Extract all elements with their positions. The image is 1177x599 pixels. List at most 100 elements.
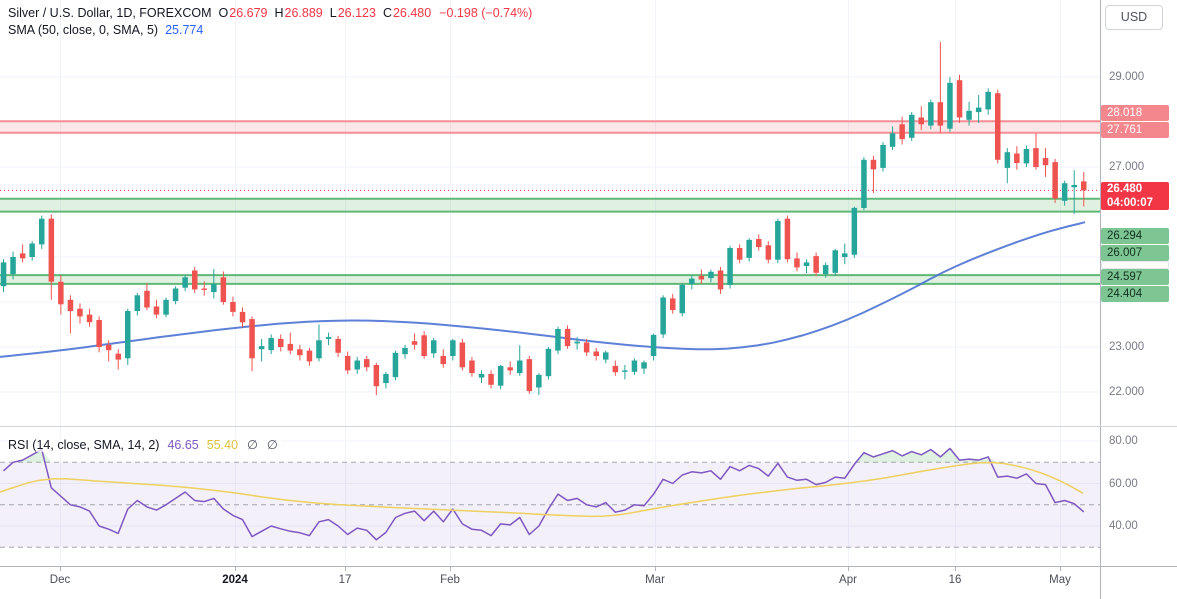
candle	[593, 351, 599, 356]
price-tick-label: 29.000	[1109, 71, 1145, 83]
candle	[880, 145, 886, 168]
time-label-mar: Mar	[645, 574, 665, 586]
candle	[440, 356, 446, 365]
candle	[469, 360, 475, 374]
candle	[182, 277, 188, 288]
ohlc-val-l: 26.123	[337, 6, 376, 20]
candle	[870, 159, 877, 170]
candle	[1023, 149, 1030, 164]
ohlc-val-o: 26.679	[229, 6, 268, 20]
candle	[526, 359, 533, 392]
candle	[77, 308, 83, 317]
candle	[746, 239, 752, 258]
rsi-legend[interactable]: RSI (14, close, SMA, 14, 2) 46.65 55.40 ∅ ∅	[8, 437, 281, 452]
last-price-label: 26.480 04:00:07	[1101, 182, 1169, 210]
ohlc-key-o: O	[218, 6, 229, 20]
candle	[1052, 162, 1058, 199]
rsi-tick-label: 40.00	[1109, 520, 1138, 532]
candle	[564, 329, 571, 347]
rsi-ma-value: 55.40	[206, 438, 239, 452]
candle	[689, 278, 695, 284]
time-label-2024: 2024	[222, 574, 248, 586]
candle	[411, 341, 418, 345]
time-label-dec: Dec	[49, 574, 71, 586]
candle	[268, 338, 274, 351]
ohlc-val-h: 26.889	[284, 6, 323, 20]
support-level-label: 26.007	[1101, 245, 1169, 261]
candle	[736, 248, 743, 260]
candle	[641, 362, 647, 369]
candle	[832, 250, 838, 273]
candle	[995, 93, 1001, 160]
candle	[975, 107, 982, 113]
candle	[889, 133, 896, 147]
pane-separator[interactable]	[0, 426, 1177, 427]
time-tick	[235, 567, 236, 571]
candle	[756, 239, 762, 248]
candle	[392, 352, 399, 378]
candle	[851, 207, 858, 255]
partially-hidden-label	[1101, 261, 1169, 269]
currency-button[interactable]: USD	[1105, 5, 1163, 30]
time-tick	[450, 567, 451, 571]
resistance-level-label: 27.761	[1101, 122, 1169, 138]
candle	[19, 253, 26, 259]
rsi-empty-value-2: ∅	[266, 438, 278, 452]
candle	[163, 299, 169, 315]
candle	[239, 311, 246, 323]
candle	[717, 270, 724, 290]
sma-legend[interactable]: SMA (50, close, 0, SMA, 5) 25.774	[8, 23, 203, 37]
time-tick	[345, 567, 346, 571]
candle	[956, 80, 963, 118]
candle	[679, 284, 685, 314]
candle	[316, 340, 322, 359]
support-level-label: 26.294	[1101, 228, 1169, 244]
candle	[258, 346, 265, 350]
candle	[765, 245, 772, 260]
candle	[335, 338, 341, 353]
time-tick	[848, 567, 849, 571]
candle	[297, 349, 303, 356]
candle	[153, 306, 160, 315]
time-axis[interactable]: Dec 2024 17 Feb Mar Apr 16 May	[0, 566, 1177, 599]
price-scale[interactable]: USD 29.000 27.000 23.000 22.000 80.00 60.00 40…	[1100, 0, 1177, 566]
support-zone-lower-fill	[0, 275, 1100, 284]
candle	[1081, 181, 1087, 191]
sma-value: 25.774	[165, 23, 204, 37]
time-tick	[655, 567, 656, 571]
candle	[220, 277, 227, 303]
time-label-16: 16	[948, 574, 962, 586]
candle	[383, 374, 389, 383]
candle	[115, 353, 121, 360]
candle	[58, 281, 64, 305]
candle	[698, 275, 705, 280]
candle	[784, 218, 791, 260]
candle	[39, 218, 45, 245]
candle	[985, 91, 991, 110]
ohlc-key-c: C	[382, 6, 392, 20]
candle	[622, 370, 628, 372]
candle	[555, 329, 561, 351]
candle	[125, 311, 131, 359]
symbol-title: Silver / U.S. Dollar, 1D, FOREXCOM	[8, 6, 212, 20]
time-label-apr: Apr	[839, 574, 857, 586]
candle	[507, 367, 513, 371]
price-tick-label: 27.000	[1109, 161, 1145, 173]
candle	[306, 350, 313, 362]
candle	[96, 320, 102, 347]
candle	[536, 374, 542, 388]
candle	[373, 365, 380, 387]
symbol-legend[interactable]: Silver / U.S. Dollar, 1D, FOREXCOM O26.67…	[8, 6, 532, 20]
last-price-value: 26.480	[1107, 183, 1143, 195]
candle	[918, 117, 924, 125]
candle	[325, 337, 332, 339]
ohlc-key-l: L	[329, 6, 337, 20]
candle	[794, 258, 800, 268]
change-value: −0.198 (−0.74%)	[439, 6, 533, 20]
candle	[344, 356, 351, 371]
candle	[86, 314, 93, 323]
candle	[612, 365, 619, 373]
candle	[278, 338, 284, 347]
ohlc-val-c: 26.480	[392, 6, 432, 20]
